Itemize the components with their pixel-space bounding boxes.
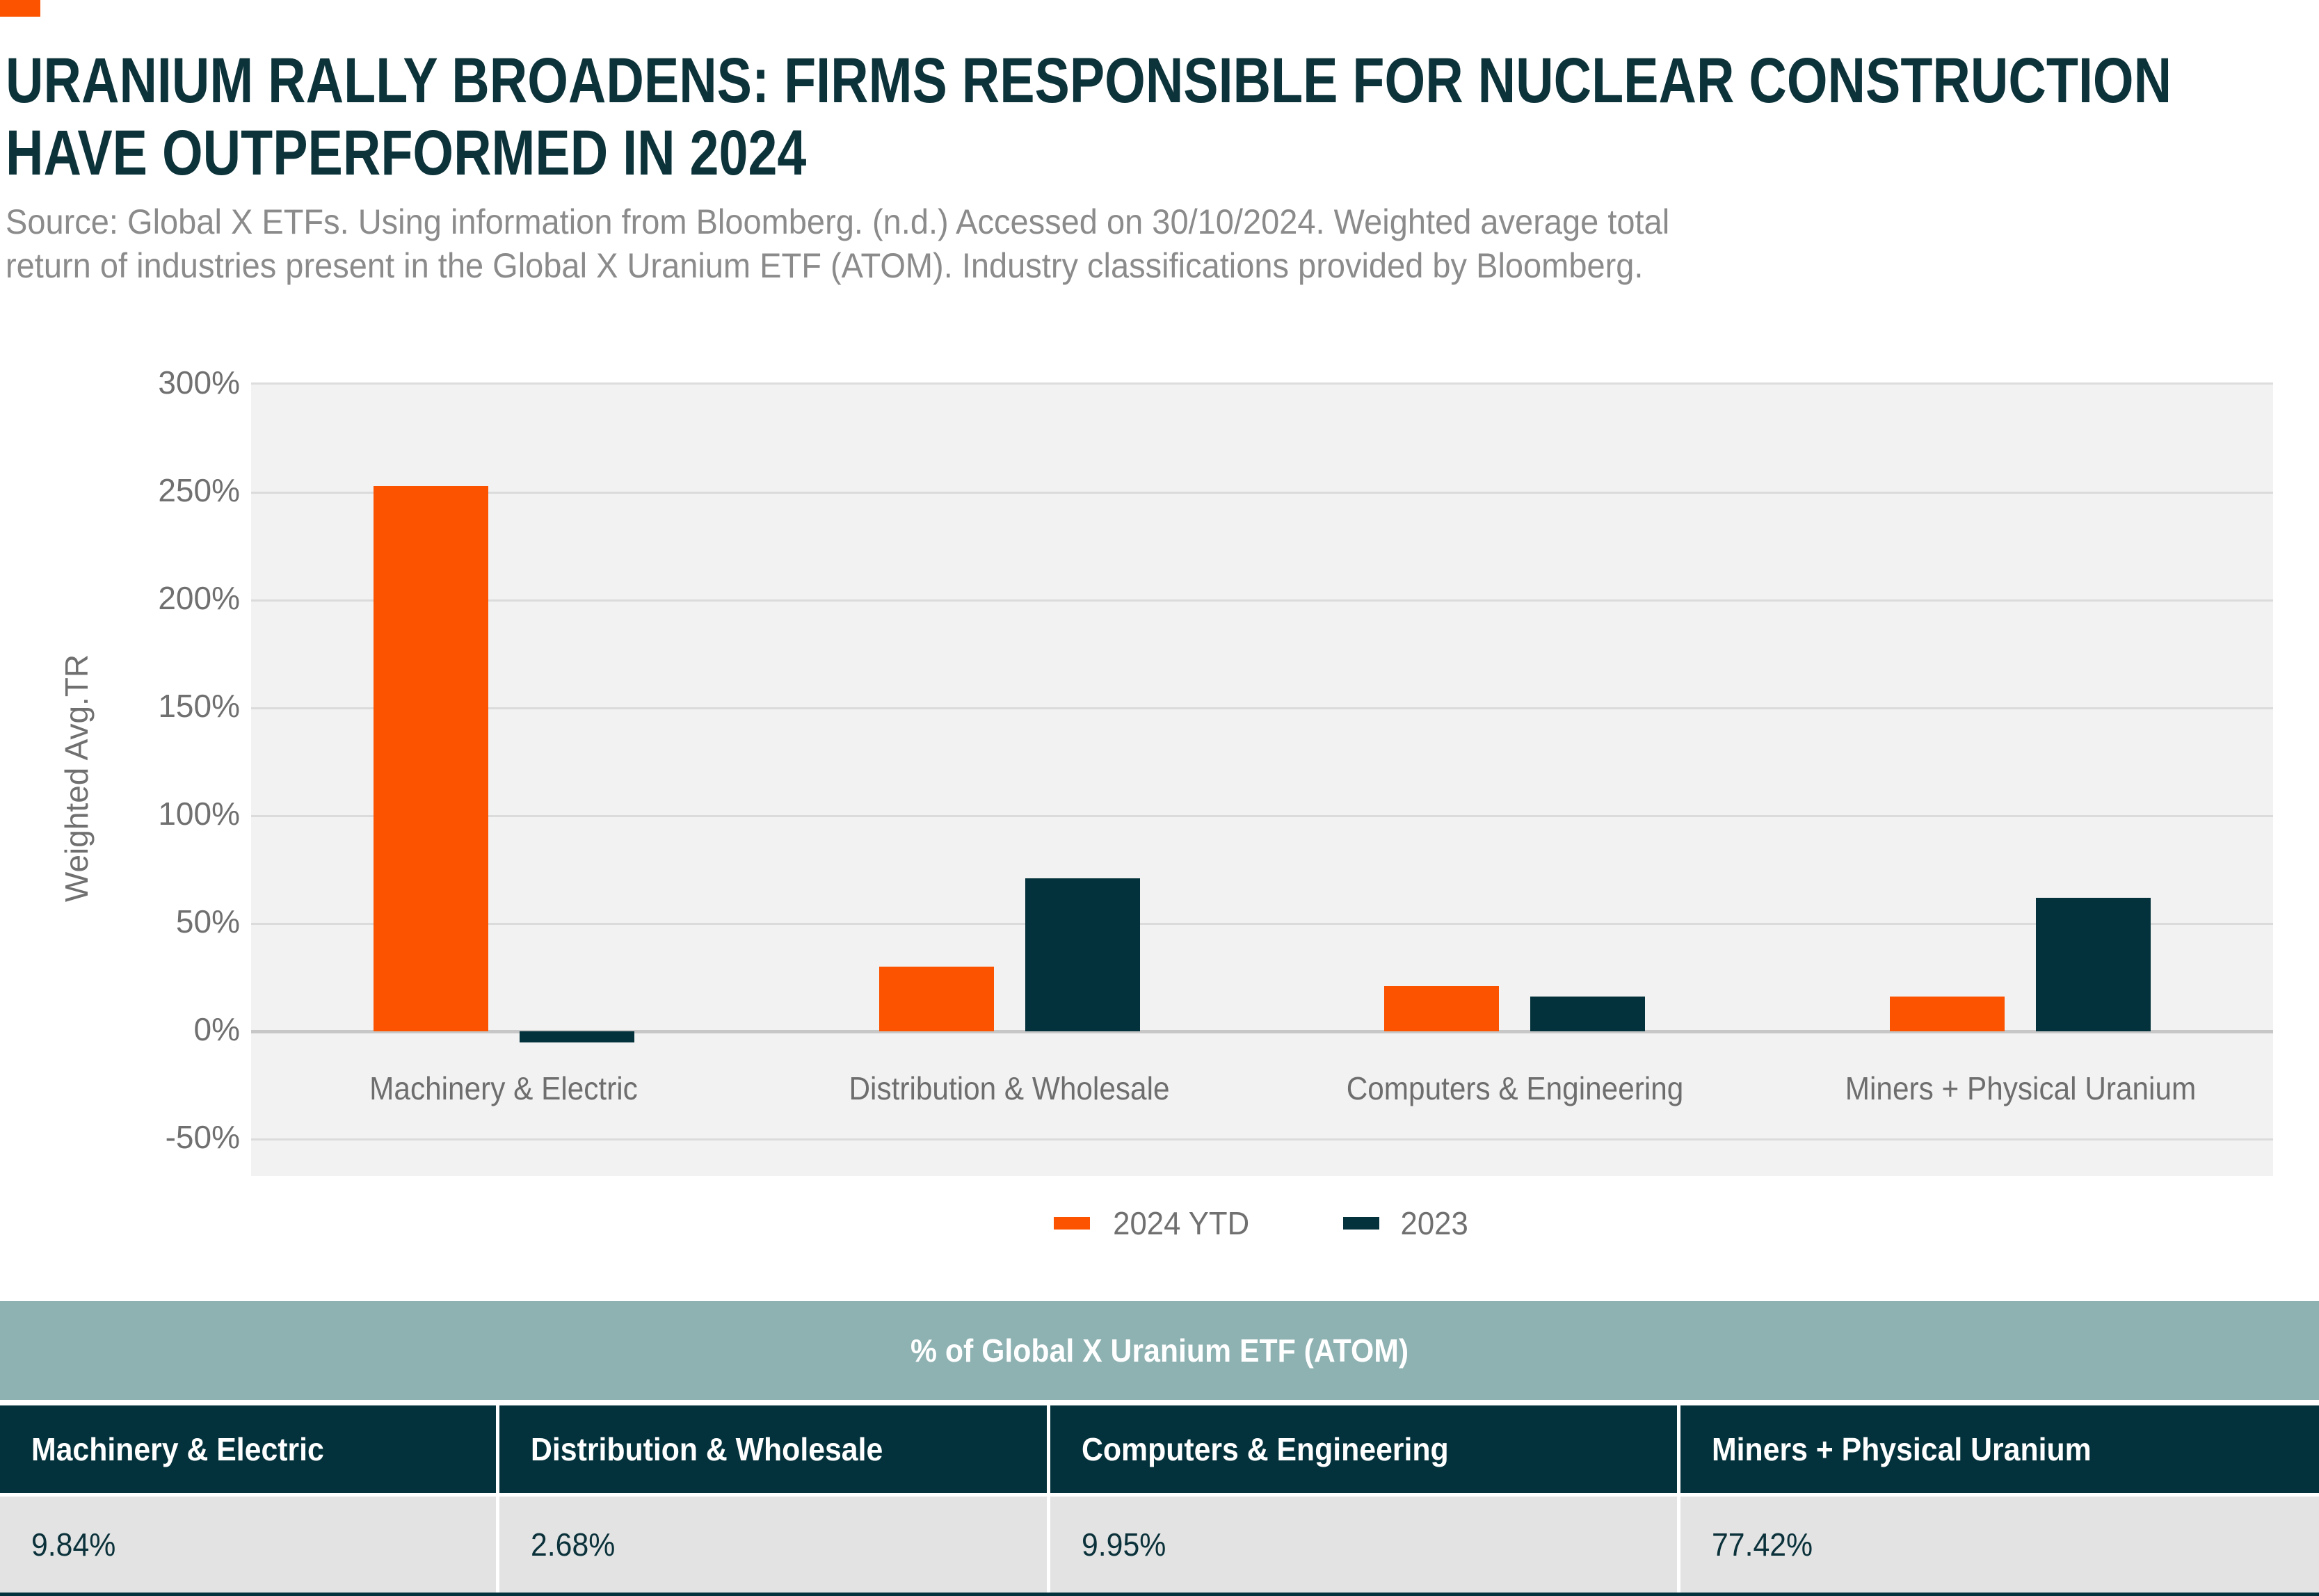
bar-2024-ytd-2 bbox=[1384, 985, 1500, 1031]
bar-2023-2 bbox=[1530, 997, 1646, 1031]
table-header-label-1: Distribution & Wholesale bbox=[530, 1431, 883, 1467]
legend-label-1: 2023 bbox=[1401, 1205, 1469, 1241]
table-title-band: % of Global X Uranium ETF (ATOM) bbox=[0, 1301, 2319, 1400]
source-note-line1: Source: Global X ETFs. Using information… bbox=[6, 202, 1670, 241]
table-title: % of Global X Uranium ETF (ATOM) bbox=[910, 1332, 1409, 1369]
table-header-cell-0: Machinery & Electric bbox=[0, 1405, 496, 1493]
table-value-cell-0: 9.84% bbox=[0, 1497, 496, 1593]
table-header-cell-3: Miners + Physical Uranium bbox=[1680, 1405, 2319, 1493]
source-note-line2: return of industries present in the Glob… bbox=[6, 246, 1644, 285]
gridline-100 bbox=[251, 814, 2273, 817]
etf-weights-table: Machinery & Electric Distribution & Whole… bbox=[0, 1405, 2319, 1593]
bar-2023-1 bbox=[1025, 878, 1140, 1031]
x-axis-label-3: Miners + Physical Uranium bbox=[1845, 1070, 2196, 1106]
gridline--50 bbox=[251, 1138, 2273, 1140]
page-title-line2: HAVE OUTPERFORMED IN 2024 bbox=[6, 118, 807, 188]
gridline-200 bbox=[251, 599, 2273, 602]
legend-swatch-1 bbox=[1343, 1217, 1380, 1230]
y-tick-300: 300% bbox=[158, 364, 240, 401]
legend-label-0: 2024 YTD bbox=[1113, 1205, 1250, 1241]
page-title-line1: URANIUM RALLY BROADENS: FIRMS RESPONSIBL… bbox=[6, 45, 2172, 116]
table-header-label-3: Miners + Physical Uranium bbox=[1712, 1431, 2092, 1467]
gridline-0 bbox=[251, 1029, 2273, 1033]
y-tick-100: 100% bbox=[158, 796, 240, 832]
chart-plot-area: Machinery & Electric Distribution & Whole… bbox=[251, 382, 2273, 1176]
table-value-0: 9.84% bbox=[31, 1526, 116, 1563]
table-header-label-0: Machinery & Electric bbox=[31, 1431, 324, 1467]
bar-2024-ytd-3 bbox=[1890, 997, 2005, 1031]
table-value-cell-1: 2.68% bbox=[499, 1497, 1048, 1593]
bar-2023-0 bbox=[519, 1031, 634, 1042]
gridline-250 bbox=[251, 491, 2273, 494]
bar-2024-ytd-0 bbox=[373, 485, 488, 1031]
y-tick-250: 250% bbox=[158, 472, 240, 508]
y-tick-200: 200% bbox=[158, 580, 240, 616]
chart-legend: 2024 YTD 2023 bbox=[251, 1204, 2273, 1242]
table-value-1: 2.68% bbox=[530, 1526, 616, 1563]
table-header-cell-2: Computers & Engineering bbox=[1050, 1405, 1678, 1493]
table-header-cell-1: Distribution & Wholesale bbox=[499, 1405, 1048, 1493]
x-axis-label-2: Computers & Engineering bbox=[1346, 1070, 1684, 1106]
table-value-3: 77.42% bbox=[1712, 1526, 1813, 1563]
legend-item-2024-ytd: 2024 YTD bbox=[1054, 1204, 1253, 1242]
y-tick-50: 50% bbox=[175, 903, 240, 940]
brand-accent-mark bbox=[0, 0, 40, 17]
y-tick-0: 0% bbox=[193, 1011, 240, 1047]
gridline-150 bbox=[251, 707, 2273, 709]
page-title: URANIUM RALLY BROADENS: FIRMS RESPONSIBL… bbox=[6, 45, 2172, 189]
x-axis-label-0: Machinery & Electric bbox=[369, 1070, 639, 1106]
table-header-label-2: Computers & Engineering bbox=[1082, 1431, 1449, 1467]
legend-item-2023: 2023 bbox=[1343, 1204, 1470, 1242]
legend-swatch-0 bbox=[1054, 1217, 1091, 1230]
y-tick-150: 150% bbox=[158, 688, 240, 724]
source-note: Source: Global X ETFs. Using information… bbox=[6, 200, 1669, 288]
bar-2023-3 bbox=[2036, 897, 2151, 1031]
table-value-cell-3: 77.42% bbox=[1680, 1497, 2319, 1593]
bottom-divider bbox=[0, 1593, 2319, 1596]
table-value-2: 9.95% bbox=[1082, 1526, 1166, 1563]
gridline-50 bbox=[251, 922, 2273, 925]
bar-2024-ytd-1 bbox=[878, 967, 994, 1031]
x-axis-label-1: Distribution & Wholesale bbox=[849, 1070, 1170, 1106]
y-tick--50: -50% bbox=[165, 1119, 240, 1155]
table-value-cell-2: 9.95% bbox=[1050, 1497, 1678, 1593]
